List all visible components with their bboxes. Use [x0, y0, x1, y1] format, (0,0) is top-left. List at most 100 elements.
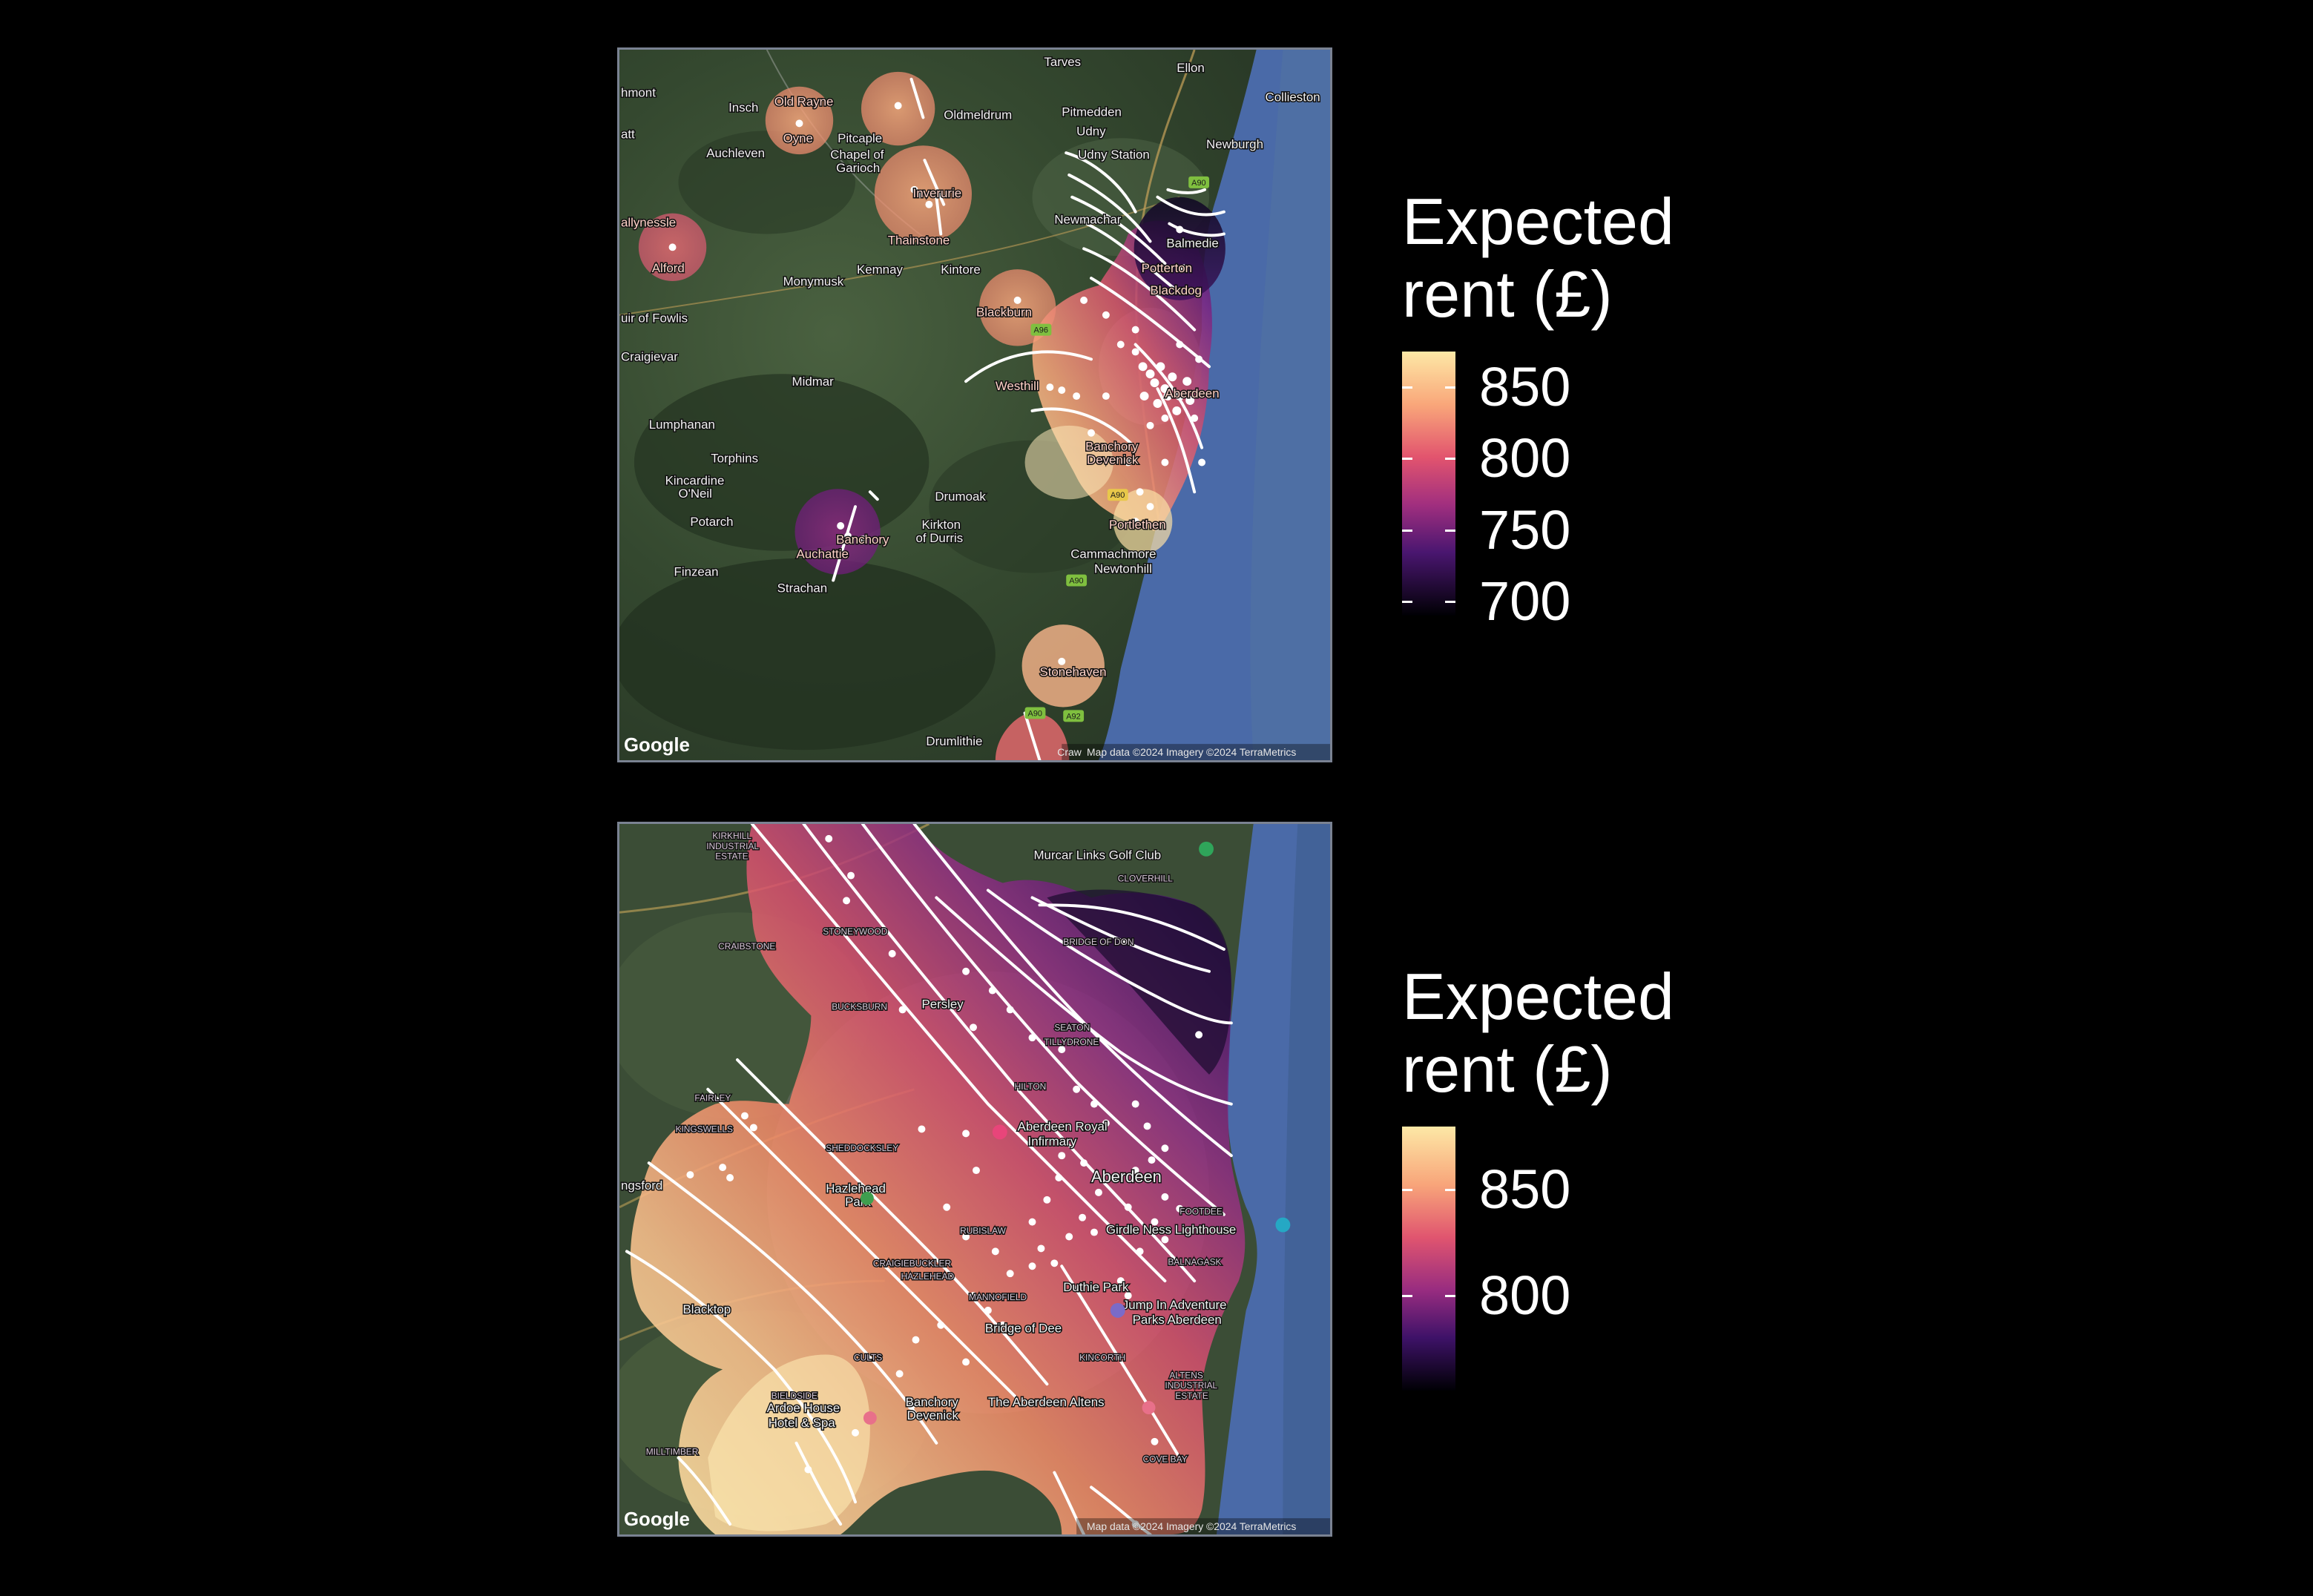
legend-tick-left: [1402, 600, 1412, 603]
legend-tick-right: [1445, 386, 1455, 389]
place-label: Pitcaple: [838, 131, 882, 145]
place-label: Blacktop: [682, 1302, 731, 1316]
place-label: Cammachmore: [1070, 547, 1156, 561]
place-label: hmont: [621, 86, 656, 100]
place-label: Parks Aberdeen: [1133, 1313, 1222, 1327]
legend-tick-left: [1402, 1294, 1412, 1297]
place-label: HAZLEHEAD: [901, 1271, 955, 1282]
place-label: CULTS: [854, 1352, 882, 1362]
place-label: Potarch: [690, 515, 733, 529]
road-shield-label: A90: [1069, 576, 1083, 585]
place-label: STONEYWOOD: [823, 926, 888, 937]
place-label: Kintore: [941, 263, 980, 277]
place-label: Ardoe House: [767, 1401, 840, 1415]
color-bar: [1402, 352, 1455, 616]
place-label: Banchory: [836, 532, 889, 547]
place-label: Insch: [728, 100, 758, 114]
legend-regional: Expected rent (£) 850 800 750 700: [1402, 185, 1817, 628]
legend-tick-label: 750: [1479, 498, 1571, 561]
regional-rent-map: Tarves Ellon hmont Collieston Insch Old …: [619, 50, 1330, 760]
legend-tick-left: [1402, 529, 1412, 532]
rent-region-banchory[interactable]: [794, 489, 881, 575]
place-label: Aberdeen: [1165, 386, 1219, 400]
place-label: Balmedie: [1166, 236, 1218, 250]
legend-tick-right: [1445, 600, 1455, 603]
place-label: BALNAGASK: [1168, 1256, 1221, 1267]
rent-surface-city[interactable]: [630, 824, 1246, 1534]
park-icon[interactable]: [860, 1191, 874, 1205]
color-bar: [1402, 1127, 1455, 1391]
place-label: Chapel of: [830, 148, 884, 162]
place-label: Murcar Links Golf Club: [1034, 848, 1162, 863]
place-label: Kirkton: [921, 518, 961, 532]
road-shield-label: A90: [1111, 491, 1125, 500]
place-label: Stonehaven: [1039, 665, 1106, 679]
road-shield-label: A96: [1034, 326, 1048, 335]
road-shields: A90 A96 A90 A90 A92 A90: [1024, 176, 1210, 722]
place-label: The Aberdeen Altens: [988, 1395, 1105, 1409]
place-label: Westhill: [996, 379, 1039, 393]
listing-points: [686, 834, 1203, 1529]
place-label: Pitmedden: [1062, 105, 1122, 119]
place-label: BRIDGE OF DON: [1063, 937, 1134, 947]
legend-tick-label: 800: [1479, 427, 1571, 489]
rent-region-stonehaven[interactable]: [1021, 624, 1105, 708]
city-rent-map: KIRKHILL INDUSTRIAL ESTATE Murcar Links …: [619, 824, 1330, 1534]
place-label: Udny Station: [1078, 148, 1150, 162]
map-attribution[interactable]: Map data ©2024 Imagery ©2024 TerraMetric…: [1087, 1520, 1296, 1532]
contour-lines: [832, 77, 1225, 760]
legend-tick-left: [1402, 458, 1412, 461]
place-label: Craigievar: [621, 349, 678, 363]
place-label: KINCORTH: [1079, 1352, 1125, 1362]
golf-club-icon[interactable]: [1199, 841, 1214, 857]
hotel-icon[interactable]: [863, 1411, 877, 1425]
place-label: Duthie Park: [1063, 1280, 1129, 1294]
place-label: att: [621, 127, 635, 141]
place-label: Newburgh: [1206, 137, 1263, 151]
place-label: COVE BAY: [1143, 1454, 1188, 1465]
place-label: Hotel & Spa: [769, 1416, 836, 1430]
place-label: Oldmeldrum: [944, 108, 1012, 122]
place-label: HILTON: [1015, 1081, 1047, 1092]
map-place-labels: Tarves Ellon hmont Collieston Insch Old …: [619, 53, 1321, 749]
place-label: CRAIGIEBUCKLER: [873, 1258, 952, 1268]
place-label: Potterton: [1142, 261, 1192, 275]
place-label: Udny: [1076, 124, 1106, 138]
legend-tick-label: 800: [1479, 1264, 1571, 1326]
legend-tick-right: [1445, 529, 1455, 532]
place-label: Alford: [652, 261, 685, 275]
place-label: Blackburn: [976, 306, 1032, 320]
place-label: Midmar: [792, 375, 835, 389]
road-shield-label: A90: [1191, 179, 1205, 188]
place-label: KIRKHILL: [712, 831, 751, 841]
place-label: CRAIBSTONE: [718, 941, 775, 952]
place-label: Aberdeen Royal: [1018, 1119, 1108, 1133]
place-label: Auchleven: [706, 146, 765, 160]
hotel-icon[interactable]: [1142, 1401, 1156, 1415]
road-shield-label: A90: [1028, 709, 1042, 718]
adventure-park-icon[interactable]: [1110, 1302, 1125, 1318]
map-attribution[interactable]: Map data ©2024 Imagery ©2024 TerraMetric…: [1087, 746, 1296, 758]
place-label: FOOTDEE: [1179, 1207, 1223, 1217]
place-label: Jump In Adventure: [1122, 1298, 1227, 1312]
place-label: Portlethen: [1109, 518, 1166, 532]
place-label: Torphins: [711, 452, 758, 466]
legend-tick-label: 700: [1479, 570, 1571, 632]
place-label: KINGSWELLS: [676, 1124, 733, 1134]
legend-tick-left: [1402, 386, 1412, 389]
map-panel-aberdeen-city[interactable]: KIRKHILL INDUSTRIAL ESTATE Murcar Links …: [617, 822, 1332, 1537]
place-label: Banchory: [906, 1395, 959, 1409]
hospital-icon[interactable]: [992, 1124, 1007, 1140]
map-place-labels: KIRKHILL INDUSTRIAL ESTATE Murcar Links …: [619, 829, 1237, 1465]
lighthouse-icon[interactable]: [1275, 1217, 1291, 1233]
place-label: Newmachar: [1054, 213, 1121, 227]
place-label: Blackdog: [1151, 283, 1202, 297]
attribution-prefix: Craw: [1057, 746, 1082, 758]
place-label: CLOVERHILL: [1118, 874, 1173, 884]
map-panel-regional[interactable]: Tarves Ellon hmont Collieston Insch Old …: [617, 47, 1332, 762]
place-label: Lumphanan: [649, 418, 715, 432]
place-label: Drumoak: [935, 489, 986, 504]
legend-tick-label: 850: [1479, 1158, 1571, 1221]
place-label: INDUSTRIAL: [1165, 1380, 1217, 1391]
place-label: Devenick: [907, 1408, 959, 1422]
